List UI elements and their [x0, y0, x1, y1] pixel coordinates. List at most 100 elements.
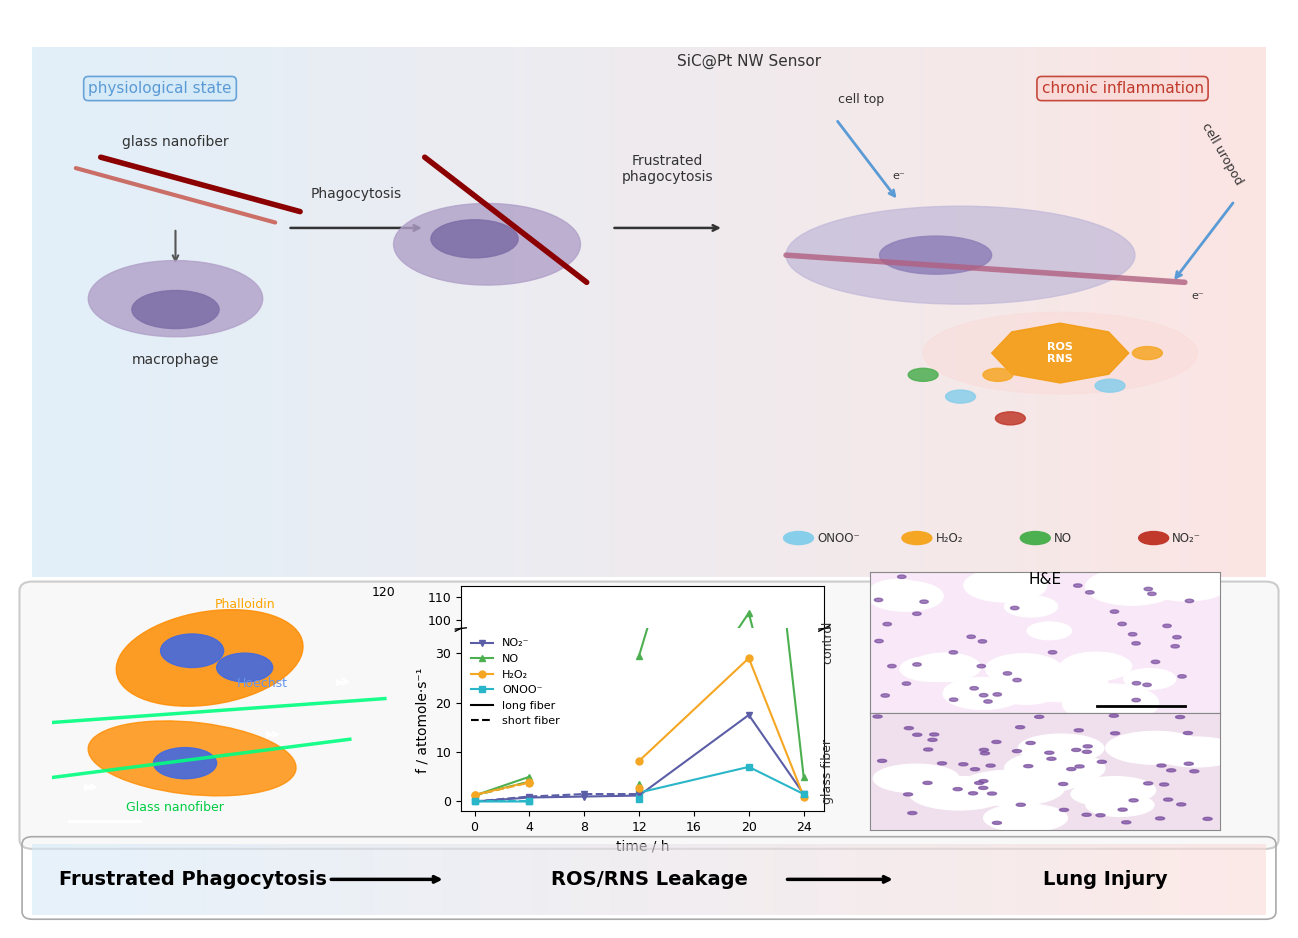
Circle shape — [1155, 817, 1164, 820]
Text: ROS
RNS: ROS RNS — [1047, 342, 1073, 364]
Circle shape — [902, 532, 932, 545]
Circle shape — [909, 777, 1010, 810]
Circle shape — [1096, 814, 1105, 817]
Circle shape — [1163, 624, 1171, 628]
Ellipse shape — [88, 721, 296, 795]
Text: H&E: H&E — [1028, 572, 1062, 586]
Circle shape — [1124, 669, 1176, 689]
Circle shape — [1083, 745, 1092, 748]
Circle shape — [985, 654, 1062, 685]
Circle shape — [1132, 642, 1140, 645]
Circle shape — [1203, 817, 1212, 821]
Text: Phagocytosis: Phagocytosis — [310, 187, 402, 201]
Circle shape — [1110, 714, 1119, 718]
Circle shape — [1003, 766, 1081, 793]
Circle shape — [1167, 769, 1176, 772]
Circle shape — [1176, 716, 1185, 719]
Circle shape — [1045, 751, 1054, 754]
Circle shape — [953, 788, 962, 791]
Circle shape — [1111, 732, 1120, 734]
Circle shape — [1020, 532, 1050, 545]
Circle shape — [964, 568, 1047, 602]
Circle shape — [1060, 652, 1132, 681]
Circle shape — [1012, 749, 1022, 752]
Circle shape — [924, 748, 933, 751]
Circle shape — [1128, 632, 1137, 636]
Circle shape — [1011, 606, 1019, 610]
Circle shape — [877, 760, 887, 763]
Circle shape — [1071, 782, 1142, 806]
Circle shape — [988, 792, 997, 795]
Text: physiological state: physiological state — [88, 81, 232, 96]
Circle shape — [875, 640, 883, 643]
Circle shape — [888, 664, 896, 668]
Circle shape — [968, 792, 977, 794]
Circle shape — [903, 793, 912, 796]
Ellipse shape — [161, 634, 223, 668]
Text: SiC@Pt NW Sensor: SiC@Pt NW Sensor — [676, 53, 820, 69]
Circle shape — [937, 762, 946, 764]
Circle shape — [1016, 803, 1025, 807]
Circle shape — [875, 598, 883, 601]
Circle shape — [1025, 741, 1035, 745]
Circle shape — [1184, 732, 1193, 734]
Circle shape — [1142, 566, 1231, 601]
Circle shape — [984, 700, 992, 704]
Circle shape — [983, 369, 1012, 382]
Circle shape — [132, 291, 219, 328]
Circle shape — [945, 390, 976, 403]
Text: 120: 120 — [371, 586, 396, 599]
Circle shape — [1085, 591, 1094, 594]
Text: Frustrated Phagocytosis: Frustrated Phagocytosis — [58, 870, 327, 889]
Circle shape — [1005, 751, 1105, 785]
Circle shape — [1075, 729, 1084, 732]
Circle shape — [1132, 699, 1141, 702]
Circle shape — [923, 781, 932, 784]
Circle shape — [1050, 676, 1102, 696]
Text: cell top: cell top — [837, 93, 884, 106]
Circle shape — [1171, 644, 1180, 648]
Text: ROS/RNS Leakage: ROS/RNS Leakage — [550, 870, 748, 889]
Circle shape — [1118, 622, 1127, 626]
Text: chronic inflammation: chronic inflammation — [1041, 81, 1203, 96]
Circle shape — [1005, 596, 1058, 617]
Circle shape — [979, 640, 986, 643]
Circle shape — [912, 734, 922, 736]
Circle shape — [1142, 683, 1151, 687]
Circle shape — [1057, 675, 1102, 693]
Text: H₂O₂: H₂O₂ — [936, 532, 963, 545]
Circle shape — [1059, 809, 1068, 811]
Circle shape — [867, 581, 944, 612]
Legend: NO₂⁻, NO, H₂O₂, ONOO⁻, long fiber, short fiber: NO₂⁻, NO, H₂O₂, ONOO⁻, long fiber, short… — [466, 634, 565, 731]
Text: cell uropod: cell uropod — [1199, 121, 1245, 188]
Circle shape — [1173, 636, 1181, 639]
Text: Hoechst: Hoechst — [236, 676, 288, 689]
Ellipse shape — [217, 653, 273, 682]
Circle shape — [874, 764, 959, 793]
Circle shape — [993, 822, 1002, 825]
Circle shape — [1059, 782, 1068, 785]
Circle shape — [977, 664, 985, 668]
Ellipse shape — [923, 312, 1197, 394]
Circle shape — [912, 663, 922, 666]
Circle shape — [1073, 583, 1083, 587]
Circle shape — [928, 738, 937, 741]
Text: Frustrated
phagocytosis: Frustrated phagocytosis — [622, 154, 714, 185]
X-axis label: time / h: time / h — [615, 840, 670, 854]
Circle shape — [1163, 798, 1172, 801]
Circle shape — [909, 369, 938, 382]
Circle shape — [1157, 764, 1166, 767]
Text: e⁻: e⁻ — [1192, 291, 1203, 301]
Circle shape — [993, 693, 1002, 696]
Circle shape — [1012, 678, 1022, 682]
Circle shape — [874, 715, 883, 719]
Circle shape — [1024, 764, 1033, 767]
Circle shape — [1083, 750, 1092, 753]
Circle shape — [1027, 622, 1072, 640]
Text: Phalloidin: Phalloidin — [214, 598, 275, 611]
Circle shape — [967, 635, 975, 639]
Circle shape — [1121, 821, 1131, 824]
Circle shape — [1085, 794, 1154, 816]
Circle shape — [1177, 803, 1186, 806]
Circle shape — [986, 764, 996, 767]
